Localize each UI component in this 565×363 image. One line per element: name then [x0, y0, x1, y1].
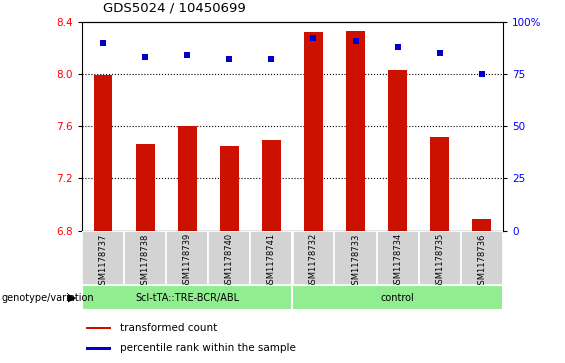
- Text: transformed count: transformed count: [120, 323, 217, 333]
- Bar: [430, 136, 449, 231]
- Bar: [86, 347, 111, 350]
- Text: GSM1178735: GSM1178735: [435, 233, 444, 289]
- Bar: [124, 231, 166, 285]
- Text: GSM1178741: GSM1178741: [267, 233, 276, 289]
- Bar: [262, 140, 281, 231]
- Bar: [86, 327, 111, 329]
- Text: GSM1178737: GSM1178737: [98, 233, 107, 290]
- Point: [393, 44, 402, 50]
- Point: [225, 56, 234, 62]
- Bar: [250, 231, 293, 285]
- Bar: [346, 31, 365, 231]
- Text: GSM1178736: GSM1178736: [477, 233, 486, 290]
- Bar: [220, 146, 239, 231]
- Point: [435, 50, 444, 56]
- Bar: [334, 231, 376, 285]
- Bar: [82, 231, 124, 285]
- Bar: [293, 231, 334, 285]
- Bar: [388, 70, 407, 231]
- Text: GSM1178740: GSM1178740: [225, 233, 234, 289]
- Bar: [461, 231, 503, 285]
- Bar: [208, 231, 250, 285]
- Bar: [136, 144, 155, 231]
- Point: [141, 54, 150, 60]
- Point: [182, 52, 192, 58]
- Point: [309, 36, 318, 41]
- Point: [98, 40, 107, 46]
- Text: GSM1178732: GSM1178732: [309, 233, 318, 289]
- Bar: [177, 126, 197, 231]
- Point: [351, 38, 360, 44]
- Point: [267, 56, 276, 62]
- Text: ▶: ▶: [68, 293, 76, 303]
- Text: Scl-tTA::TRE-BCR/ABL: Scl-tTA::TRE-BCR/ABL: [135, 293, 239, 303]
- Point: [477, 71, 486, 77]
- Text: percentile rank within the sample: percentile rank within the sample: [120, 343, 295, 354]
- Bar: [82, 285, 293, 310]
- Text: GSM1178733: GSM1178733: [351, 233, 360, 290]
- Text: GSM1178734: GSM1178734: [393, 233, 402, 289]
- Bar: [293, 285, 503, 310]
- Text: GSM1178738: GSM1178738: [141, 233, 150, 290]
- Bar: [419, 231, 461, 285]
- Bar: [166, 231, 208, 285]
- Bar: [304, 32, 323, 231]
- Text: GDS5024 / 10450699: GDS5024 / 10450699: [103, 1, 246, 15]
- Text: GSM1178739: GSM1178739: [182, 233, 192, 289]
- Bar: [472, 219, 492, 231]
- Text: control: control: [381, 293, 415, 303]
- Bar: [93, 75, 112, 231]
- Text: genotype/variation: genotype/variation: [1, 293, 94, 303]
- Bar: [376, 231, 419, 285]
